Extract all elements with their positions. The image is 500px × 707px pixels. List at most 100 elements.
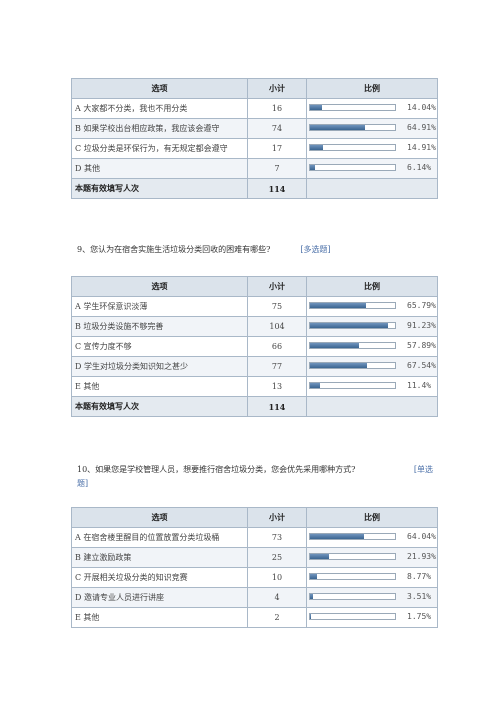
option-label: B 如果学校出台相应政策，我应该会遵守 (71, 118, 248, 139)
progress-bar (309, 573, 396, 580)
total-count: 114 (247, 178, 307, 199)
table-row: C 宣传力度不够 66 57.89% (71, 336, 438, 357)
progress-fill (310, 594, 313, 599)
progress-bar (309, 124, 396, 131)
percent-text: 6.14% (407, 163, 432, 172)
question-type-tag: [多选题] (300, 245, 331, 254)
progress-bar (309, 382, 396, 389)
header-ratio: 比例 (306, 78, 438, 99)
percent-text: 8.77% (407, 572, 432, 581)
table-header: 选项 小计 比例 (71, 78, 438, 99)
ratio-cell: 1.75% (306, 607, 438, 628)
header-ratio: 比例 (306, 276, 438, 297)
option-label: B 建立激励政策 (71, 547, 248, 568)
total-label: 本题有效填写人次 (71, 178, 248, 199)
option-label: D 其他 (71, 158, 248, 179)
percent-text: 1.75% (407, 612, 432, 621)
progress-fill (310, 363, 368, 368)
ratio-cell: 64.04% (306, 527, 438, 548)
progress-fill (310, 534, 365, 539)
total-count: 114 (247, 396, 307, 417)
total-row: 本题有效填写人次 114 (71, 178, 438, 199)
header-count: 小计 (247, 276, 307, 297)
option-count: 7 (247, 158, 307, 179)
option-count: 73 (247, 527, 307, 548)
progress-fill (310, 165, 316, 170)
table-row: D 邀请专业人员进行讲座 4 3.51% (71, 587, 438, 608)
ratio-cell: 14.91% (306, 138, 438, 159)
ratio-cell: 57.89% (306, 336, 438, 357)
header-count: 小计 (247, 507, 307, 528)
progress-fill (310, 574, 318, 579)
option-count: 13 (247, 376, 307, 397)
option-label: C 开展相关垃圾分类的知识竞赛 (71, 567, 248, 588)
ratio-cell: 11.4% (306, 376, 438, 397)
progress-bar (309, 164, 396, 171)
question-10-title: 10、如果您是学校管理人员，想要推行宿舍垃圾分类，您会优先采用哪种方式? [单选 … (77, 463, 447, 491)
survey-table-q10: 选项 小计 比例 A 在宿舍楼里醒目的位置放置分类垃圾桶 73 64.04% B… (71, 507, 438, 628)
table-row: E 其他 2 1.75% (71, 607, 438, 628)
question-9-title: 9、您认为在宿舍实施生活垃圾分类回收的困难有哪些? [多选题] (77, 243, 447, 257)
survey-table-q8: 选项 小计 比例 A 大家都不分类，我也不用分类 16 14.04% B 如果学… (71, 78, 438, 199)
option-count: 2 (247, 607, 307, 628)
option-count: 16 (247, 98, 307, 119)
total-empty-cell (306, 396, 438, 417)
option-label: B 垃圾分类设施不够完善 (71, 316, 248, 337)
table-row: A 在宿舍楼里醒目的位置放置分类垃圾桶 73 64.04% (71, 527, 438, 548)
progress-bar (309, 613, 396, 620)
total-empty-cell (306, 178, 438, 199)
option-label: A 学生环保意识淡薄 (71, 296, 248, 317)
option-count: 66 (247, 336, 307, 357)
progress-fill (310, 145, 323, 150)
progress-fill (310, 105, 322, 110)
percent-text: 91.23% (407, 321, 436, 330)
header-option: 选项 (71, 78, 248, 99)
progress-bar (309, 104, 396, 111)
progress-fill (310, 323, 388, 328)
option-count: 75 (247, 296, 307, 317)
ratio-cell: 91.23% (306, 316, 438, 337)
total-label: 本题有效填写人次 (71, 396, 248, 417)
survey-table-q9: 选项 小计 比例 A 学生环保意识淡薄 75 65.79% B 垃圾分类设施不够… (71, 276, 438, 417)
header-count: 小计 (247, 78, 307, 99)
percent-text: 64.91% (407, 123, 436, 132)
option-count: 17 (247, 138, 307, 159)
percent-text: 14.04% (407, 103, 436, 112)
question-text: 9、您认为在宿舍实施生活垃圾分类回收的困难有哪些? (77, 245, 271, 254)
progress-bar (309, 342, 396, 349)
progress-bar (309, 322, 396, 329)
ratio-cell: 64.91% (306, 118, 438, 139)
option-label: C 宣传力度不够 (71, 336, 248, 357)
total-row: 本题有效填写人次 114 (71, 396, 438, 417)
table-row: B 垃圾分类设施不够完善 104 91.23% (71, 316, 438, 337)
ratio-cell: 14.04% (306, 98, 438, 119)
question-type-tag: [单选 (413, 465, 433, 474)
progress-bar (309, 302, 396, 309)
table-row: C 垃圾分类是环保行为，有无规定都会遵守 17 14.91% (71, 138, 438, 159)
option-label: A 在宿舍楼里醒目的位置放置分类垃圾桶 (71, 527, 248, 548)
table-row: E 其他 13 11.4% (71, 376, 438, 397)
option-count: 74 (247, 118, 307, 139)
table-header: 选项 小计 比例 (71, 276, 438, 297)
table-row: A 大家都不分类，我也不用分类 16 14.04% (71, 98, 438, 119)
header-option: 选项 (71, 276, 248, 297)
percent-text: 3.51% (407, 592, 432, 601)
table-row: C 开展相关垃圾分类的知识竞赛 10 8.77% (71, 567, 438, 588)
progress-bar (309, 144, 396, 151)
question-text: 10、如果您是学校管理人员，想要推行宿舍垃圾分类，您会优先采用哪种方式? (77, 465, 356, 474)
ratio-cell: 8.77% (306, 567, 438, 588)
table-row: D 学生对垃圾分类知识知之甚少 77 67.54% (71, 356, 438, 377)
percent-text: 21.93% (407, 552, 436, 561)
option-count: 25 (247, 547, 307, 568)
percent-text: 14.91% (407, 143, 436, 152)
table-row: B 建立激励政策 25 21.93% (71, 547, 438, 568)
header-ratio: 比例 (306, 507, 438, 528)
table-header: 选项 小计 比例 (71, 507, 438, 528)
progress-bar (309, 362, 396, 369)
ratio-cell: 6.14% (306, 158, 438, 179)
option-label: C 垃圾分类是环保行为，有无规定都会遵守 (71, 138, 248, 159)
option-count: 10 (247, 567, 307, 588)
progress-fill (310, 343, 360, 348)
ratio-cell: 3.51% (306, 587, 438, 608)
option-count: 104 (247, 316, 307, 337)
